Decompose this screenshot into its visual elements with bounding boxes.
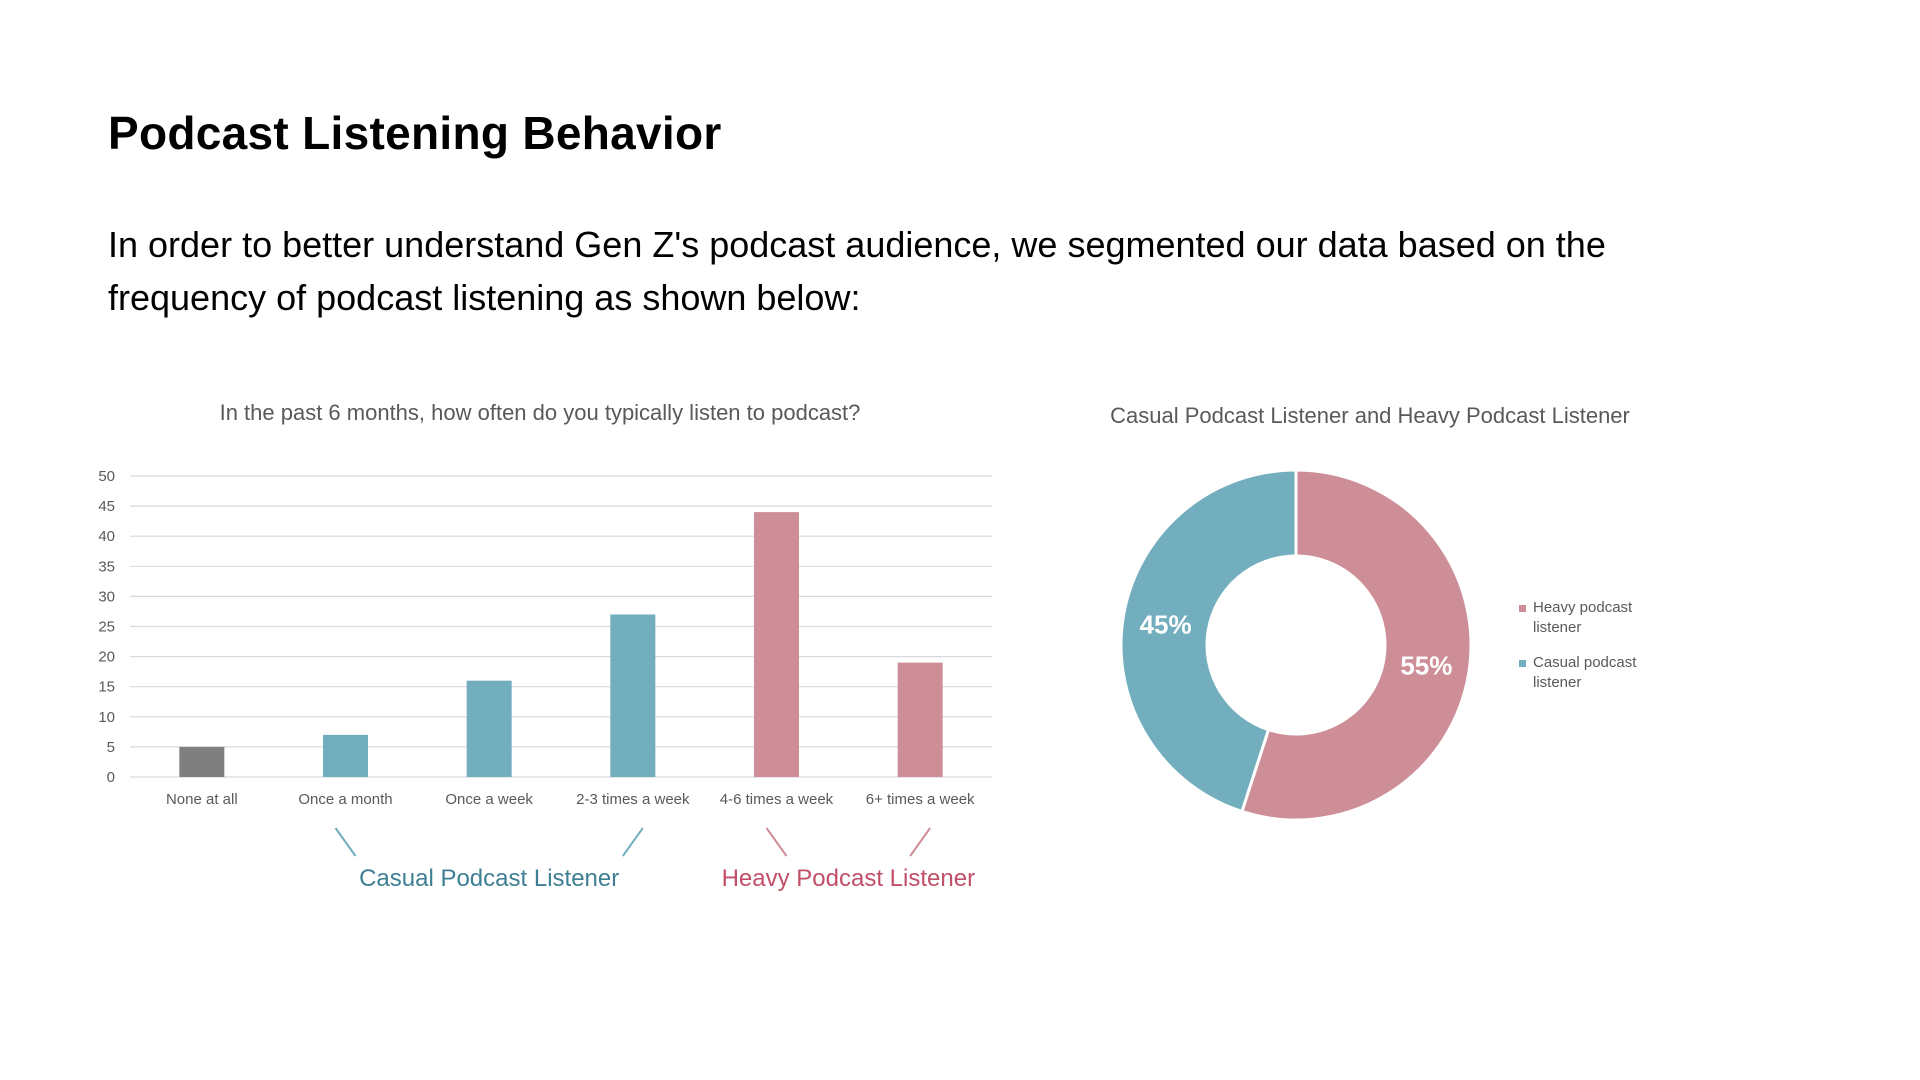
x-tick-label: 2-3 times a week (576, 791, 690, 808)
bar (323, 734, 368, 777)
y-tick-label: 35 (98, 558, 115, 575)
donut-pct-label: 55% (1400, 651, 1452, 681)
y-tick-label: 30 (98, 588, 115, 605)
bar-chart-x-axis: None at all Once a month Once a week 2-3 ti… (166, 791, 975, 808)
group-connector (909, 827, 931, 857)
donut-pct-label: 45% (1140, 609, 1192, 639)
x-tick-label: Once a week (445, 791, 533, 808)
bar-chart: In the past 6 months, how often do you t… (98, 400, 992, 892)
bar (897, 662, 943, 777)
bar-chart-bars (179, 512, 943, 777)
y-tick-label: 0 (107, 769, 115, 786)
legend-label: Heavy podcast (1533, 599, 1633, 616)
legend-item-casual: Casual podcast listener (1519, 654, 1637, 691)
y-tick-label: 50 (98, 468, 115, 485)
group-connector (765, 827, 788, 857)
y-tick-label: 25 (98, 619, 115, 636)
bar-chart-group-labels: Casual Podcast Listener Heavy Podcast Lis… (334, 827, 975, 892)
donut-chart-labels: 55% 45% (1140, 609, 1453, 680)
bar (754, 512, 799, 777)
group-label-casual: Casual Podcast Listener (359, 865, 619, 892)
y-tick-label: 20 (98, 649, 115, 666)
x-tick-label: Once a month (298, 791, 392, 808)
y-tick-label: 5 (107, 739, 115, 756)
x-tick-label: 4-6 times a week (720, 791, 834, 808)
bar (610, 614, 656, 777)
legend-swatch (1519, 605, 1526, 612)
y-tick-label: 15 (98, 679, 115, 696)
bar-chart-gridlines (130, 475, 992, 778)
group-label-heavy: Heavy Podcast Listener (722, 865, 975, 892)
donut-slice-heavy (1240, 468, 1473, 822)
legend-label: listener (1533, 619, 1581, 636)
legend-label: listener (1533, 674, 1581, 691)
donut-chart-legend: Heavy podcast listener Casual podcast liste… (1519, 599, 1637, 691)
page-title: Podcast Listening Behavior (108, 107, 722, 159)
x-tick-label: None at all (166, 791, 238, 808)
y-tick-label: 40 (98, 528, 115, 545)
legend-label: Casual podcast (1533, 654, 1637, 671)
legend-swatch (1519, 660, 1526, 667)
group-connector (334, 827, 357, 857)
x-tick-label: 6+ times a week (866, 791, 975, 808)
y-tick-label: 45 (98, 498, 115, 515)
donut-chart-title: Casual Podcast Listener and Heavy Podcas… (1110, 403, 1630, 428)
bar-chart-y-axis: 0 5 10 15 20 25 30 35 40 45 50 (98, 468, 115, 786)
bar (179, 746, 225, 777)
donut-chart-slices (1119, 468, 1473, 822)
bar-chart-title: In the past 6 months, how often do you t… (220, 400, 861, 425)
legend-item-heavy: Heavy podcast listener (1519, 599, 1633, 636)
donut-slice-casual (1119, 468, 1298, 814)
intro-paragraph: In order to better understand Gen Z's po… (108, 224, 1606, 318)
group-connector (622, 827, 644, 857)
bar (466, 680, 512, 777)
donut-chart: Casual Podcast Listener and Heavy Podcas… (1110, 403, 1637, 822)
y-tick-label: 10 (98, 709, 115, 726)
